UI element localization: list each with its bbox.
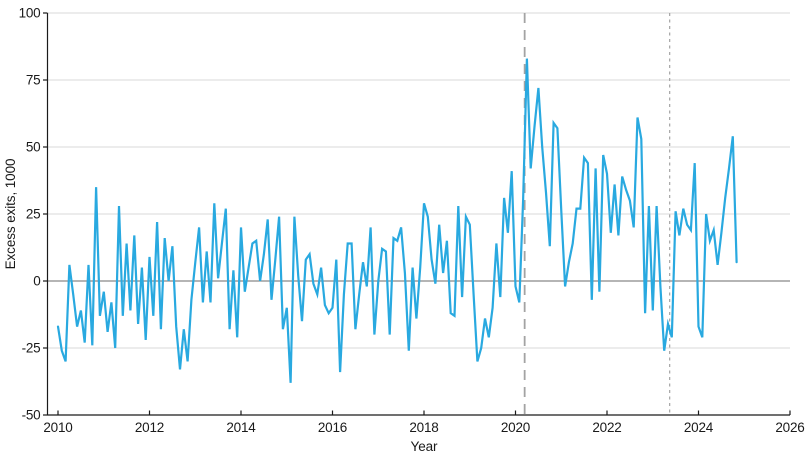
x-tick-label: 2016 (318, 420, 347, 435)
x-tick-label: 2010 (43, 420, 72, 435)
y-tick-label: -50 (22, 408, 41, 423)
excess-exits-line (56, 58, 738, 383)
x-tick-label: 2026 (775, 420, 804, 435)
x-axis-title: Year (411, 439, 438, 454)
y-tick-label: -25 (22, 341, 41, 356)
y-tick-label: 50 (26, 140, 41, 155)
y-axis-title: Excess exits, 1000 (3, 159, 18, 270)
y-tick-label: 75 (26, 73, 41, 88)
x-tick-label: 2020 (501, 420, 530, 435)
y-tick-label: 0 (33, 274, 40, 289)
y-tick-label: 100 (19, 6, 41, 21)
y-tick-label: 25 (26, 207, 41, 222)
x-tick-label: 2014 (226, 420, 256, 435)
axes (43, 12, 791, 416)
data-series (56, 58, 738, 383)
event-lines (523, 13, 671, 415)
x-tick-label: 2018 (409, 420, 438, 435)
x-tick-label: 2024 (684, 420, 714, 435)
x-tick-label: 2022 (592, 420, 621, 435)
x-tick-label: 2012 (135, 420, 164, 435)
